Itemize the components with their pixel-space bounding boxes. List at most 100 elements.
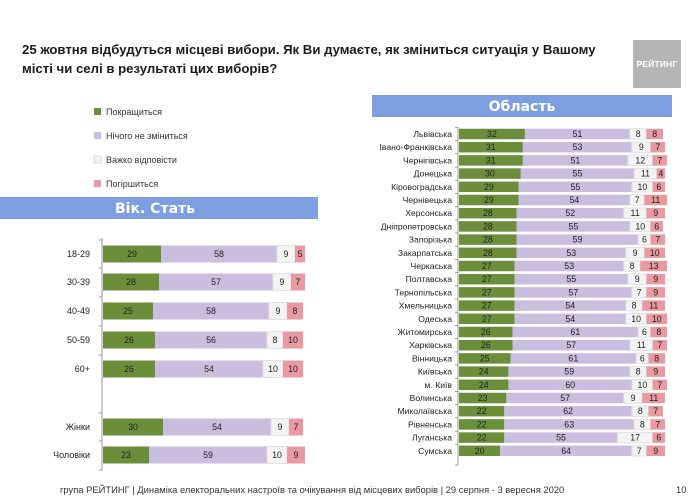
value-label-worse-волинська: 11	[649, 393, 658, 403]
value-label-hard-to-say-50-59: 8	[273, 335, 278, 345]
value-label-worse-донецька: 4	[658, 169, 663, 179]
category-label-хмельницька: Хмельницька	[399, 301, 453, 311]
bar-no-change-черкаська	[514, 260, 624, 272]
bar-no-change-львівська	[524, 128, 630, 140]
bar-worse-херсонська	[646, 207, 665, 219]
value-label-improve-тернопільська: 27	[482, 287, 492, 297]
bar-no-change-вінницька	[510, 353, 637, 364]
value-label-worse-30-39: 7	[296, 277, 301, 287]
value-label-hard-to-say-тернопільська: 7	[637, 287, 642, 297]
bar-no-change-полтавська	[514, 273, 628, 285]
value-label-hard-to-say-60: 10	[268, 364, 278, 374]
value-label-no-change-чернівецька: 54	[569, 195, 579, 205]
bar-worse-черкаська	[640, 260, 668, 272]
bar-improve-запорізька	[459, 234, 517, 245]
value-label-worse-дніпропетровська: 6	[654, 221, 659, 231]
bar-worse-одеська	[646, 313, 668, 325]
bar-hard-to-say-донецька	[633, 167, 658, 180]
bar-improve-київська	[459, 366, 509, 377]
value-label-no-change-черкаська: 53	[564, 261, 574, 271]
value-label-worse-хмельницька: 11	[649, 301, 658, 311]
value-label-worse-жінки: 7	[294, 422, 299, 432]
value-label-no-change-60: 54	[204, 364, 214, 374]
value-label-no-change-полтавська: 55	[566, 274, 576, 284]
bar-improve-кіровоградська	[459, 181, 519, 193]
category-label-тернопільська: Тернопільська	[395, 287, 453, 297]
bar-improve-хмельницька	[459, 300, 515, 311]
value-label-hard-to-say-черкаська: 8	[630, 261, 635, 271]
bar-hard-to-say-рівненська	[633, 418, 652, 431]
value-label-worse-чернігівська: 7	[657, 155, 662, 165]
category-label-житомирська: Житомирська	[398, 327, 453, 337]
bar-hard-to-say-запорізька	[637, 233, 652, 246]
value-label-improve-вінницька: 25	[480, 353, 490, 363]
value-label-improve-одеська: 27	[482, 314, 492, 324]
value-label-hard-to-say-миколаївська: 8	[638, 406, 643, 416]
value-label-improve-чернігівська: 31	[486, 155, 496, 165]
bar-hard-to-say-кіровоградська	[631, 181, 654, 193]
bar-improve-харківська	[459, 339, 513, 351]
value-label-no-change-івано-франківська: 53	[573, 142, 583, 152]
value-label-no-change-30-39: 57	[211, 277, 221, 287]
category-label-київська: Київська	[418, 367, 452, 377]
value-label-no-change-дніпропетровська: 55	[568, 221, 578, 231]
legend-swatch-hard-to-say	[93, 155, 102, 164]
value-label-hard-to-say-львівська: 8	[636, 129, 641, 139]
value-label-no-change-50-59: 56	[206, 335, 216, 345]
bar-no-change-івано-франківська	[522, 141, 633, 153]
value-label-worse-київська: 9	[653, 367, 658, 377]
bar-hard-to-say-львівська	[629, 128, 647, 140]
value-label-no-change-київська: 59	[564, 367, 574, 377]
value-label-worse-кіровоградська: 6	[656, 182, 661, 192]
bar-hard-to-say-одеська	[625, 313, 647, 325]
category-label-сумська: Сумська	[418, 446, 452, 456]
bar-worse-вінницька	[648, 353, 665, 364]
value-label-improve-м-київ: 24	[479, 380, 489, 390]
bar-worse-львівська	[646, 128, 663, 140]
value-label-no-change-запорізька: 59	[573, 235, 583, 245]
footer-source: група РЕЙТИНГ | Динаміка електоральних н…	[60, 484, 565, 495]
value-label-worse-закарпатська: 10	[650, 248, 660, 258]
category-label-жінки: Жінки	[66, 422, 90, 432]
value-label-hard-to-say-івано-франківська: 9	[639, 142, 644, 152]
value-label-worse-50-59: 10	[288, 335, 298, 345]
bar-worse-київська	[646, 366, 665, 377]
bar-improve-18-29	[103, 245, 161, 263]
bar-improve-рівненська	[459, 419, 505, 430]
value-label-hard-to-say-вінницька: 6	[640, 353, 645, 363]
age-sex-header-box	[0, 197, 318, 219]
value-label-improve-запорізька: 28	[483, 235, 493, 245]
bar-improve-м-київ	[459, 379, 509, 391]
bar-no-change-одеська	[514, 313, 626, 325]
region-chart: Львівська 32 51 8 8 Івано-Франківська 31 53 9 7 Че…	[379, 126, 668, 466]
value-label-no-change-одеська: 54	[565, 314, 575, 324]
value-label-hard-to-say-харківська: 11	[637, 340, 646, 350]
bar-hard-to-say-житомирська	[637, 326, 652, 338]
bar-no-change-40-49	[153, 302, 269, 320]
value-label-improve-кіровоградська: 29	[484, 182, 494, 192]
region-chart-title: Область	[489, 99, 556, 115]
value-label-hard-to-say-житомирська: 6	[642, 327, 647, 337]
value-label-improve-дніпропетровська: 28	[483, 221, 493, 231]
legend: Покращиться Нічого не зміниться Важко відп…	[93, 107, 188, 189]
category-label-харківська: Харківська	[409, 340, 452, 350]
value-label-worse-чоловіки: 9	[294, 450, 299, 460]
bar-improve-вінницька	[459, 353, 511, 364]
value-label-worse-сумська: 9	[653, 446, 658, 456]
bar-no-change-50-59	[155, 331, 267, 349]
category-label-чоловіки: Чоловіки	[53, 450, 90, 460]
category-label-черкаська: Черкаська	[410, 261, 452, 271]
bar-hard-to-say-херсонська	[623, 207, 647, 219]
value-label-no-change-донецька: 55	[573, 169, 583, 179]
bar-improve-донецька	[459, 168, 521, 179]
bar-worse-сумська	[646, 445, 665, 457]
value-label-worse-чернівецька: 11	[651, 195, 660, 205]
bar-hard-to-say-вінницька	[635, 352, 650, 365]
value-label-improve-50-59: 26	[124, 335, 134, 345]
value-label-hard-to-say-донецька: 11	[641, 169, 650, 179]
bar-improve-тернопільська	[459, 287, 515, 298]
category-label-чернівецька: Чернівецька	[403, 195, 453, 205]
category-label-закарпатська: Закарпатська	[398, 248, 452, 258]
value-label-worse-тернопільська: 9	[653, 287, 658, 297]
